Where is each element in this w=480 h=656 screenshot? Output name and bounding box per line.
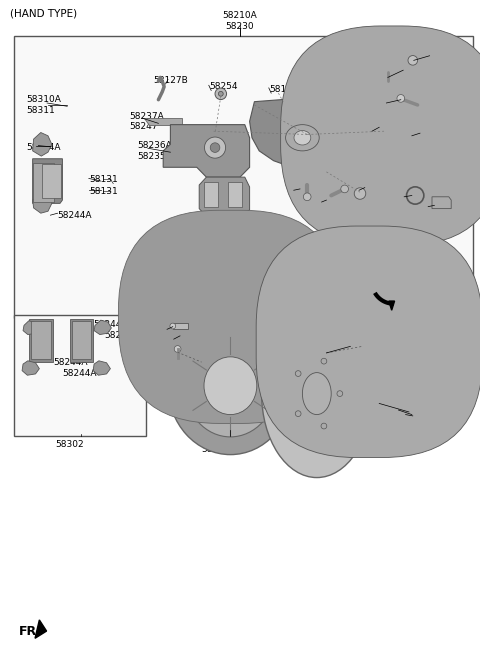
Circle shape (204, 137, 226, 158)
Circle shape (295, 371, 301, 377)
Polygon shape (199, 177, 250, 216)
Text: FR.: FR. (19, 625, 42, 638)
Text: 58131: 58131 (89, 175, 118, 184)
Ellipse shape (204, 357, 257, 415)
Bar (70, 319, 93, 362)
Text: 58125: 58125 (401, 97, 430, 106)
Polygon shape (33, 159, 62, 203)
Circle shape (174, 346, 181, 352)
Circle shape (406, 411, 412, 418)
Polygon shape (250, 98, 374, 172)
Text: 58244A: 58244A (58, 211, 92, 220)
FancyBboxPatch shape (281, 26, 480, 245)
Text: 58302: 58302 (55, 440, 84, 449)
Polygon shape (432, 197, 451, 209)
Polygon shape (35, 620, 47, 638)
Bar (173, 323, 188, 329)
Text: 58254: 58254 (209, 82, 237, 91)
Bar (14, 315, 146, 436)
Polygon shape (33, 133, 52, 156)
Text: 51711: 51711 (170, 321, 199, 330)
Circle shape (354, 188, 366, 199)
Text: 58236A
58235: 58236A 58235 (137, 141, 171, 161)
Circle shape (408, 56, 418, 65)
Circle shape (303, 193, 311, 201)
Polygon shape (351, 321, 418, 367)
Text: 58390B
58390C: 58390B 58390C (201, 435, 236, 455)
Bar (228, 182, 242, 207)
Text: 58310A
58311: 58310A 58311 (26, 95, 61, 115)
Text: 1351JD
1360JD: 1351JD 1360JD (180, 329, 213, 348)
Text: 58164E: 58164E (326, 197, 360, 206)
Bar (33, 163, 54, 202)
Text: 58244A: 58244A (53, 358, 87, 367)
FancyBboxPatch shape (256, 226, 480, 457)
Text: 58163B: 58163B (269, 85, 304, 94)
Circle shape (321, 423, 327, 429)
Circle shape (337, 391, 343, 396)
FancyBboxPatch shape (119, 211, 342, 423)
Ellipse shape (262, 310, 372, 478)
Text: 58221: 58221 (379, 125, 408, 134)
Text: 58213: 58213 (365, 184, 394, 194)
Ellipse shape (185, 335, 276, 437)
Text: 58244A: 58244A (62, 369, 97, 379)
Bar (29, 319, 53, 362)
Polygon shape (144, 118, 182, 125)
Text: 58233: 58233 (434, 202, 463, 211)
Circle shape (210, 143, 220, 152)
Polygon shape (163, 125, 250, 177)
Polygon shape (93, 361, 110, 375)
Circle shape (170, 323, 176, 329)
Ellipse shape (294, 131, 311, 145)
Text: (HAND TYPE): (HAND TYPE) (10, 8, 77, 18)
Text: 1220FS: 1220FS (413, 413, 446, 422)
Circle shape (341, 185, 348, 193)
Text: 58210A
58230: 58210A 58230 (223, 11, 257, 31)
Bar (382, 123, 402, 135)
Ellipse shape (168, 317, 293, 455)
Text: 58244A: 58244A (94, 319, 128, 329)
Ellipse shape (302, 373, 331, 415)
Polygon shape (33, 195, 52, 213)
Text: 58244A: 58244A (105, 331, 139, 340)
Circle shape (397, 94, 405, 102)
Text: 58314: 58314 (430, 53, 458, 62)
Polygon shape (22, 361, 39, 375)
Text: 58232: 58232 (412, 192, 440, 201)
Circle shape (215, 88, 227, 100)
Circle shape (321, 358, 327, 364)
Text: 58411D: 58411D (317, 350, 352, 359)
Polygon shape (94, 320, 111, 335)
Ellipse shape (286, 125, 319, 151)
Text: 58164E: 58164E (420, 131, 454, 140)
Polygon shape (23, 321, 39, 335)
Bar (14, 36, 473, 318)
Circle shape (295, 411, 301, 417)
Bar (72, 321, 91, 359)
Circle shape (408, 189, 422, 202)
Bar (204, 182, 218, 207)
Bar (31, 321, 51, 359)
Text: 58127B: 58127B (154, 76, 188, 85)
Text: 58120: 58120 (394, 68, 422, 77)
Bar (42, 164, 61, 198)
Text: 58244A: 58244A (26, 143, 61, 152)
Polygon shape (389, 301, 395, 310)
Circle shape (218, 91, 223, 96)
Text: 58222: 58222 (300, 186, 328, 195)
Text: 58131: 58131 (89, 187, 118, 196)
Ellipse shape (283, 344, 350, 443)
Text: 58237A
58247: 58237A 58247 (130, 112, 164, 131)
